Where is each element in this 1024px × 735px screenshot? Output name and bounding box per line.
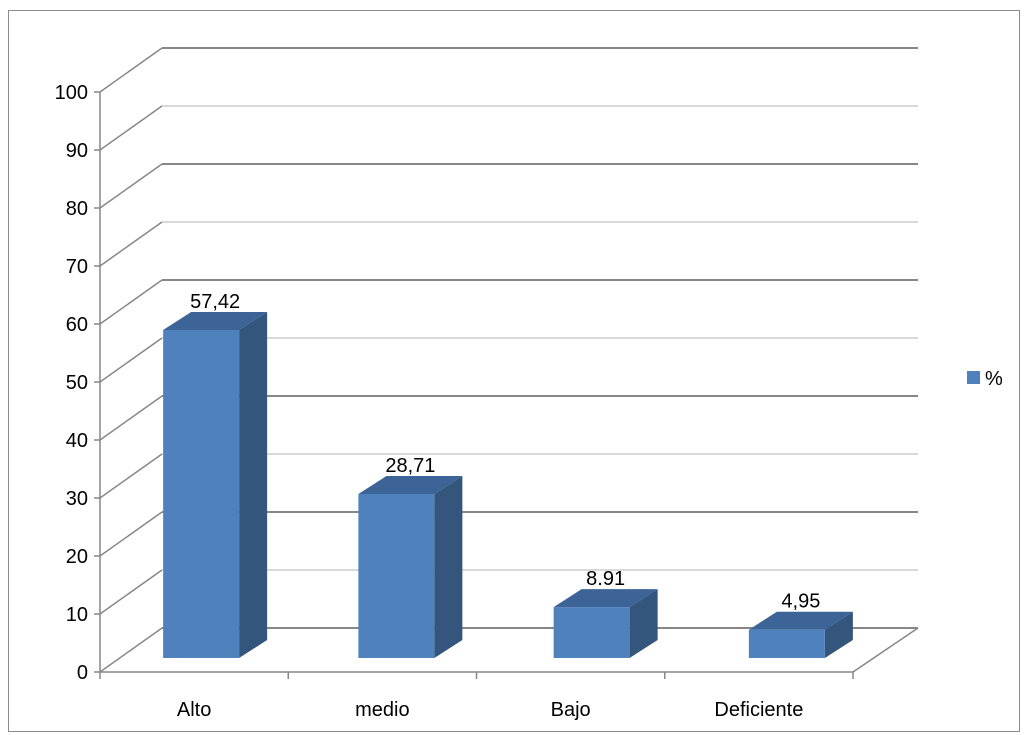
y-tick-label: 60 [66,314,88,336]
bar-top-face [358,476,463,494]
x-tick-label: Bajo [551,699,591,721]
gridline [99,105,918,151]
y-tick-label: 0 [77,662,88,684]
labels: 57,42 28,71 8.91 4,95 [190,291,820,613]
y-tick-label: 70 [66,256,88,278]
bar-front-face [358,494,435,658]
bar-top-face [553,589,658,608]
x-tick-label: Alto [177,699,211,721]
legend-label-series: % [985,368,1003,390]
gridline [99,453,918,499]
bar [358,476,463,658]
data-label: 28,71 [385,455,435,477]
legend-swatch [967,371,980,384]
gridline [99,47,918,93]
gridline [99,395,918,441]
bar-side-face [629,589,658,658]
y-tick-label: 80 [66,198,88,220]
gridline [99,279,918,325]
gridline [99,221,918,267]
y-tick-label: 40 [66,430,88,452]
bar-front-face [748,629,825,658]
bar-front-face [163,330,240,658]
bar-top-face [748,611,853,630]
bar [553,589,658,658]
data-label: 57,42 [190,291,240,313]
bar-front-face [553,607,630,658]
gridline [99,569,918,615]
bar-side-face [434,476,463,658]
x-tick-label: medio [355,699,409,721]
y-tick-label: 20 [66,546,88,568]
gridlines [99,47,919,673]
axes: 0 10 20 30 40 50 60 70 80 90 100 Alto medio Bajo Defic… [55,82,854,721]
data-label: 8.91 [586,568,625,590]
bar-side-face [239,312,268,658]
data-label: 4,95 [781,591,820,613]
y-tick-label: 10 [66,604,88,626]
y-tick-label: 30 [66,488,88,510]
gridline [99,511,918,557]
floor-right-edge [852,627,919,673]
gridline [99,337,918,383]
bars [163,312,853,658]
gridline [99,163,918,209]
bar [163,312,268,658]
bar [748,611,853,658]
y-tick-label: 100 [55,82,88,104]
legend: % [967,368,1003,390]
y-tick-label: 90 [66,140,88,162]
bar-top-face [163,312,268,330]
bar-side-face [824,611,853,658]
x-tick-label: Deficiente [714,699,803,721]
y-tick-label: 50 [66,372,88,394]
